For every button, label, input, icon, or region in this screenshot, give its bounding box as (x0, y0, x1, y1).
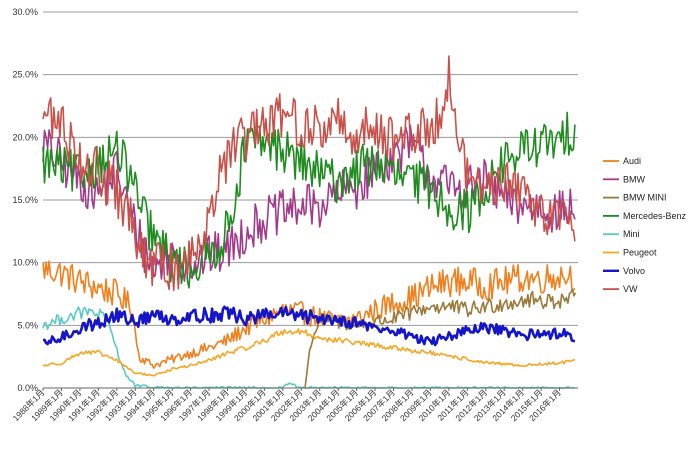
y-axis-ticks: 0.0% 5.0% 10.0% 15.0% 20.0% 25.0% 30.0% (12, 7, 38, 393)
legend-label: Volvo (623, 266, 645, 276)
y-tick-label: 10.0% (12, 258, 38, 268)
legend: Audi BMW BMW MINI Mercedes-Benz Mini Peugeot V… (603, 156, 687, 294)
legend-label: VW (623, 284, 638, 294)
legend-label: BMW (623, 174, 646, 184)
legend-label: Peugeot (623, 248, 657, 258)
series-line-volvo (43, 305, 576, 347)
y-tick-label: 20.0% (12, 132, 38, 142)
legend-label: Audi (623, 156, 641, 166)
y-tick-label: 15.0% (12, 195, 38, 205)
series-line-mercedes-benz (42, 111, 576, 289)
y-tick-label: 0.0% (17, 383, 38, 393)
series-line-peugeot (42, 328, 576, 377)
y-tick-label: 5.0% (17, 320, 38, 330)
legend-label: Mini (623, 229, 640, 239)
legend-label: Mercedes-Benz (623, 211, 687, 221)
y-tick-label: 25.0% (12, 70, 38, 80)
series-line-vw (42, 55, 576, 292)
legend-label: BMW MINI (623, 193, 667, 203)
y-tick-label: 30.0% (12, 7, 38, 17)
grid-lines (43, 11, 578, 389)
